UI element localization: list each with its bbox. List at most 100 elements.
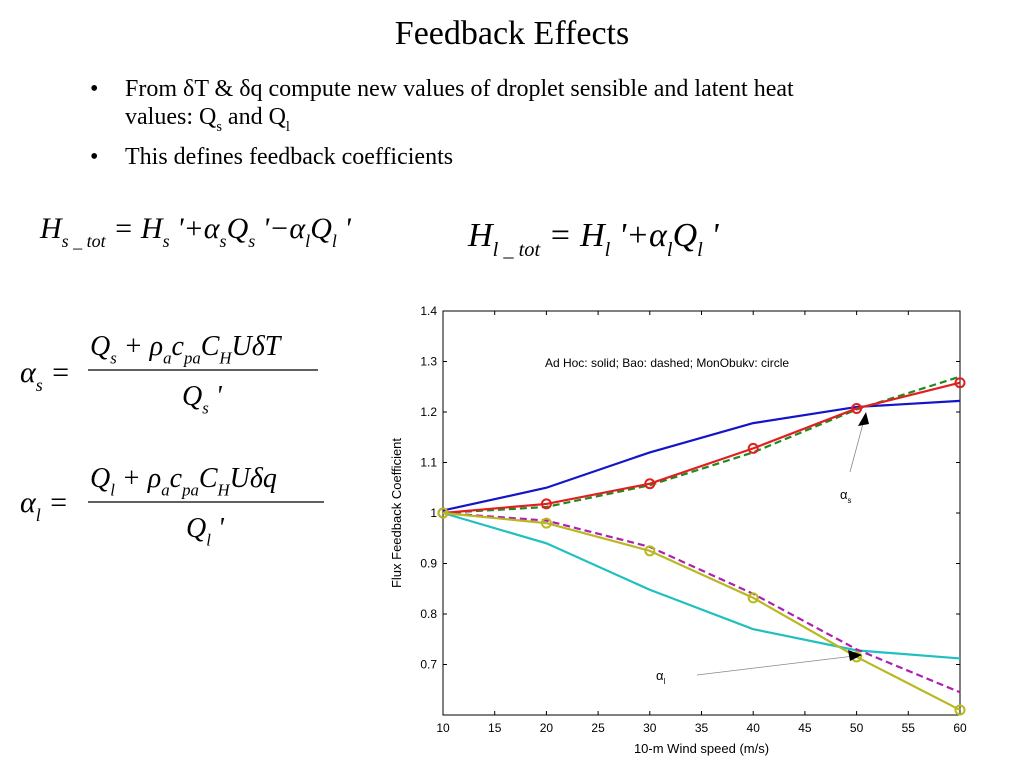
- y-tick-label: 0.8: [420, 607, 437, 621]
- text-run: and Q: [222, 104, 286, 130]
- bullet-line: From δT & δq compute new values of dropl…: [125, 76, 794, 102]
- formula-text: αl: [656, 668, 666, 686]
- series-line: [442, 511, 961, 694]
- subscript: s: [248, 231, 255, 251]
- series-marker: [851, 402, 863, 414]
- text-run: = H: [106, 212, 165, 245]
- text-run: C: [199, 463, 218, 494]
- series-line: [442, 511, 961, 711]
- text-run: =: [43, 356, 71, 389]
- bullet-line: This defines feedback coefficients: [125, 144, 453, 170]
- text-run: C: [201, 331, 220, 362]
- subscript: l: [667, 239, 673, 261]
- x-tick-label: 45: [798, 721, 812, 735]
- x-axis-label: 10-m Wind speed (m/s): [634, 741, 769, 756]
- x-tick-label: 15: [488, 721, 502, 735]
- subscript: l: [605, 239, 611, 261]
- subscript: l _ tot: [493, 239, 542, 261]
- text-run: '+α: [610, 217, 668, 254]
- text-run: H: [39, 212, 64, 245]
- formula-text: αl =: [20, 486, 69, 525]
- x-tick-label: 55: [902, 721, 916, 735]
- series-marker: [540, 517, 552, 529]
- subscript: H: [217, 480, 231, 499]
- text-run: '+α: [170, 212, 221, 245]
- series-marker: [954, 377, 966, 389]
- series-marker: [540, 498, 552, 510]
- text-run: = H: [540, 217, 607, 254]
- arrow-line: [696, 655, 855, 676]
- text-run: + ρ: [115, 463, 161, 494]
- text-run: Q: [186, 513, 206, 544]
- text-run: Q: [90, 331, 110, 362]
- subscript: a: [163, 348, 171, 367]
- series-marker: [954, 704, 966, 716]
- formula-text: Ql ': [186, 513, 225, 549]
- subscript: s: [36, 375, 43, 395]
- subscript: s: [848, 496, 852, 505]
- text-run: Q: [90, 463, 110, 494]
- x-tick-label: 10: [436, 721, 450, 735]
- formula-text: Hs _ tot = Hs '+αsQs '−αlQl ': [39, 212, 351, 251]
- text-run: Uδq: [230, 463, 277, 494]
- text-run: ': [703, 217, 720, 254]
- subscript: l: [110, 480, 115, 499]
- subscript: s: [216, 119, 222, 135]
- y-tick-label: 0.7: [420, 658, 437, 672]
- x-tick-label: 30: [643, 721, 657, 735]
- series-marker: [644, 545, 656, 557]
- annotation: Ad Hoc: solid; Bao: dashed; MonObukv: ci…: [545, 356, 789, 370]
- text-run: ': [209, 381, 223, 412]
- x-tick-label: 20: [540, 721, 554, 735]
- formula-text: Qs ': [182, 381, 223, 417]
- subscript: H: [218, 348, 232, 367]
- x-tick-label: 60: [953, 721, 967, 735]
- series-marker: [644, 478, 656, 490]
- bullet-dot: •: [90, 144, 98, 170]
- subscript: s: [110, 348, 117, 367]
- text-run: Q: [310, 212, 332, 245]
- subscript: s: [163, 231, 170, 251]
- text-run: This defines feedback coefficients: [125, 144, 453, 170]
- subscript: l: [332, 231, 337, 251]
- y-tick-label: 1.4: [420, 304, 437, 318]
- x-tick-label: 50: [850, 721, 864, 735]
- plot-frame: [442, 310, 961, 716]
- x-tick-label: 25: [591, 721, 605, 735]
- formula-text: Ql + ρacpaCHUδq: [90, 463, 277, 499]
- y-axis-label: Flux Feedback Coefficient: [389, 438, 404, 588]
- text-run: H: [467, 217, 495, 254]
- x-tick-label: 40: [747, 721, 761, 735]
- y-tick-label: 1: [430, 506, 437, 520]
- text-run: '−α: [255, 212, 306, 245]
- subscript: pa: [181, 480, 199, 499]
- subscript: l: [305, 231, 310, 251]
- series-marker: [437, 507, 449, 519]
- subscript: l: [36, 505, 41, 525]
- y-tick-label: 0.9: [420, 557, 437, 571]
- subscript: s: [202, 398, 209, 417]
- series-marker: [747, 592, 759, 604]
- text-run: Q: [227, 212, 249, 245]
- text-run: c: [170, 463, 183, 494]
- text-run: UδT: [232, 331, 283, 362]
- text-run: Q: [182, 381, 202, 412]
- formula-text: Qs + ρacpaCHUδT: [90, 331, 283, 367]
- subscript: l: [206, 530, 211, 549]
- text-run: values: Q: [125, 104, 216, 130]
- subscript: pa: [183, 348, 201, 367]
- subscript: a: [161, 480, 169, 499]
- text-run: α: [20, 356, 37, 389]
- text-run: From δT & δq compute new values of dropl…: [125, 76, 794, 102]
- arrow-line: [849, 419, 865, 473]
- text-run: =: [41, 486, 69, 519]
- text-run: α: [840, 487, 848, 502]
- x-tick-label: 35: [695, 721, 709, 735]
- text-run: ': [211, 513, 225, 544]
- text-run: Q: [673, 217, 698, 254]
- y-tick-label: 1.3: [420, 355, 437, 369]
- text-run: + ρ: [117, 331, 163, 362]
- formula-text: Hl _ tot = Hl '+αlQl ': [467, 217, 719, 261]
- subscript: l: [664, 677, 666, 686]
